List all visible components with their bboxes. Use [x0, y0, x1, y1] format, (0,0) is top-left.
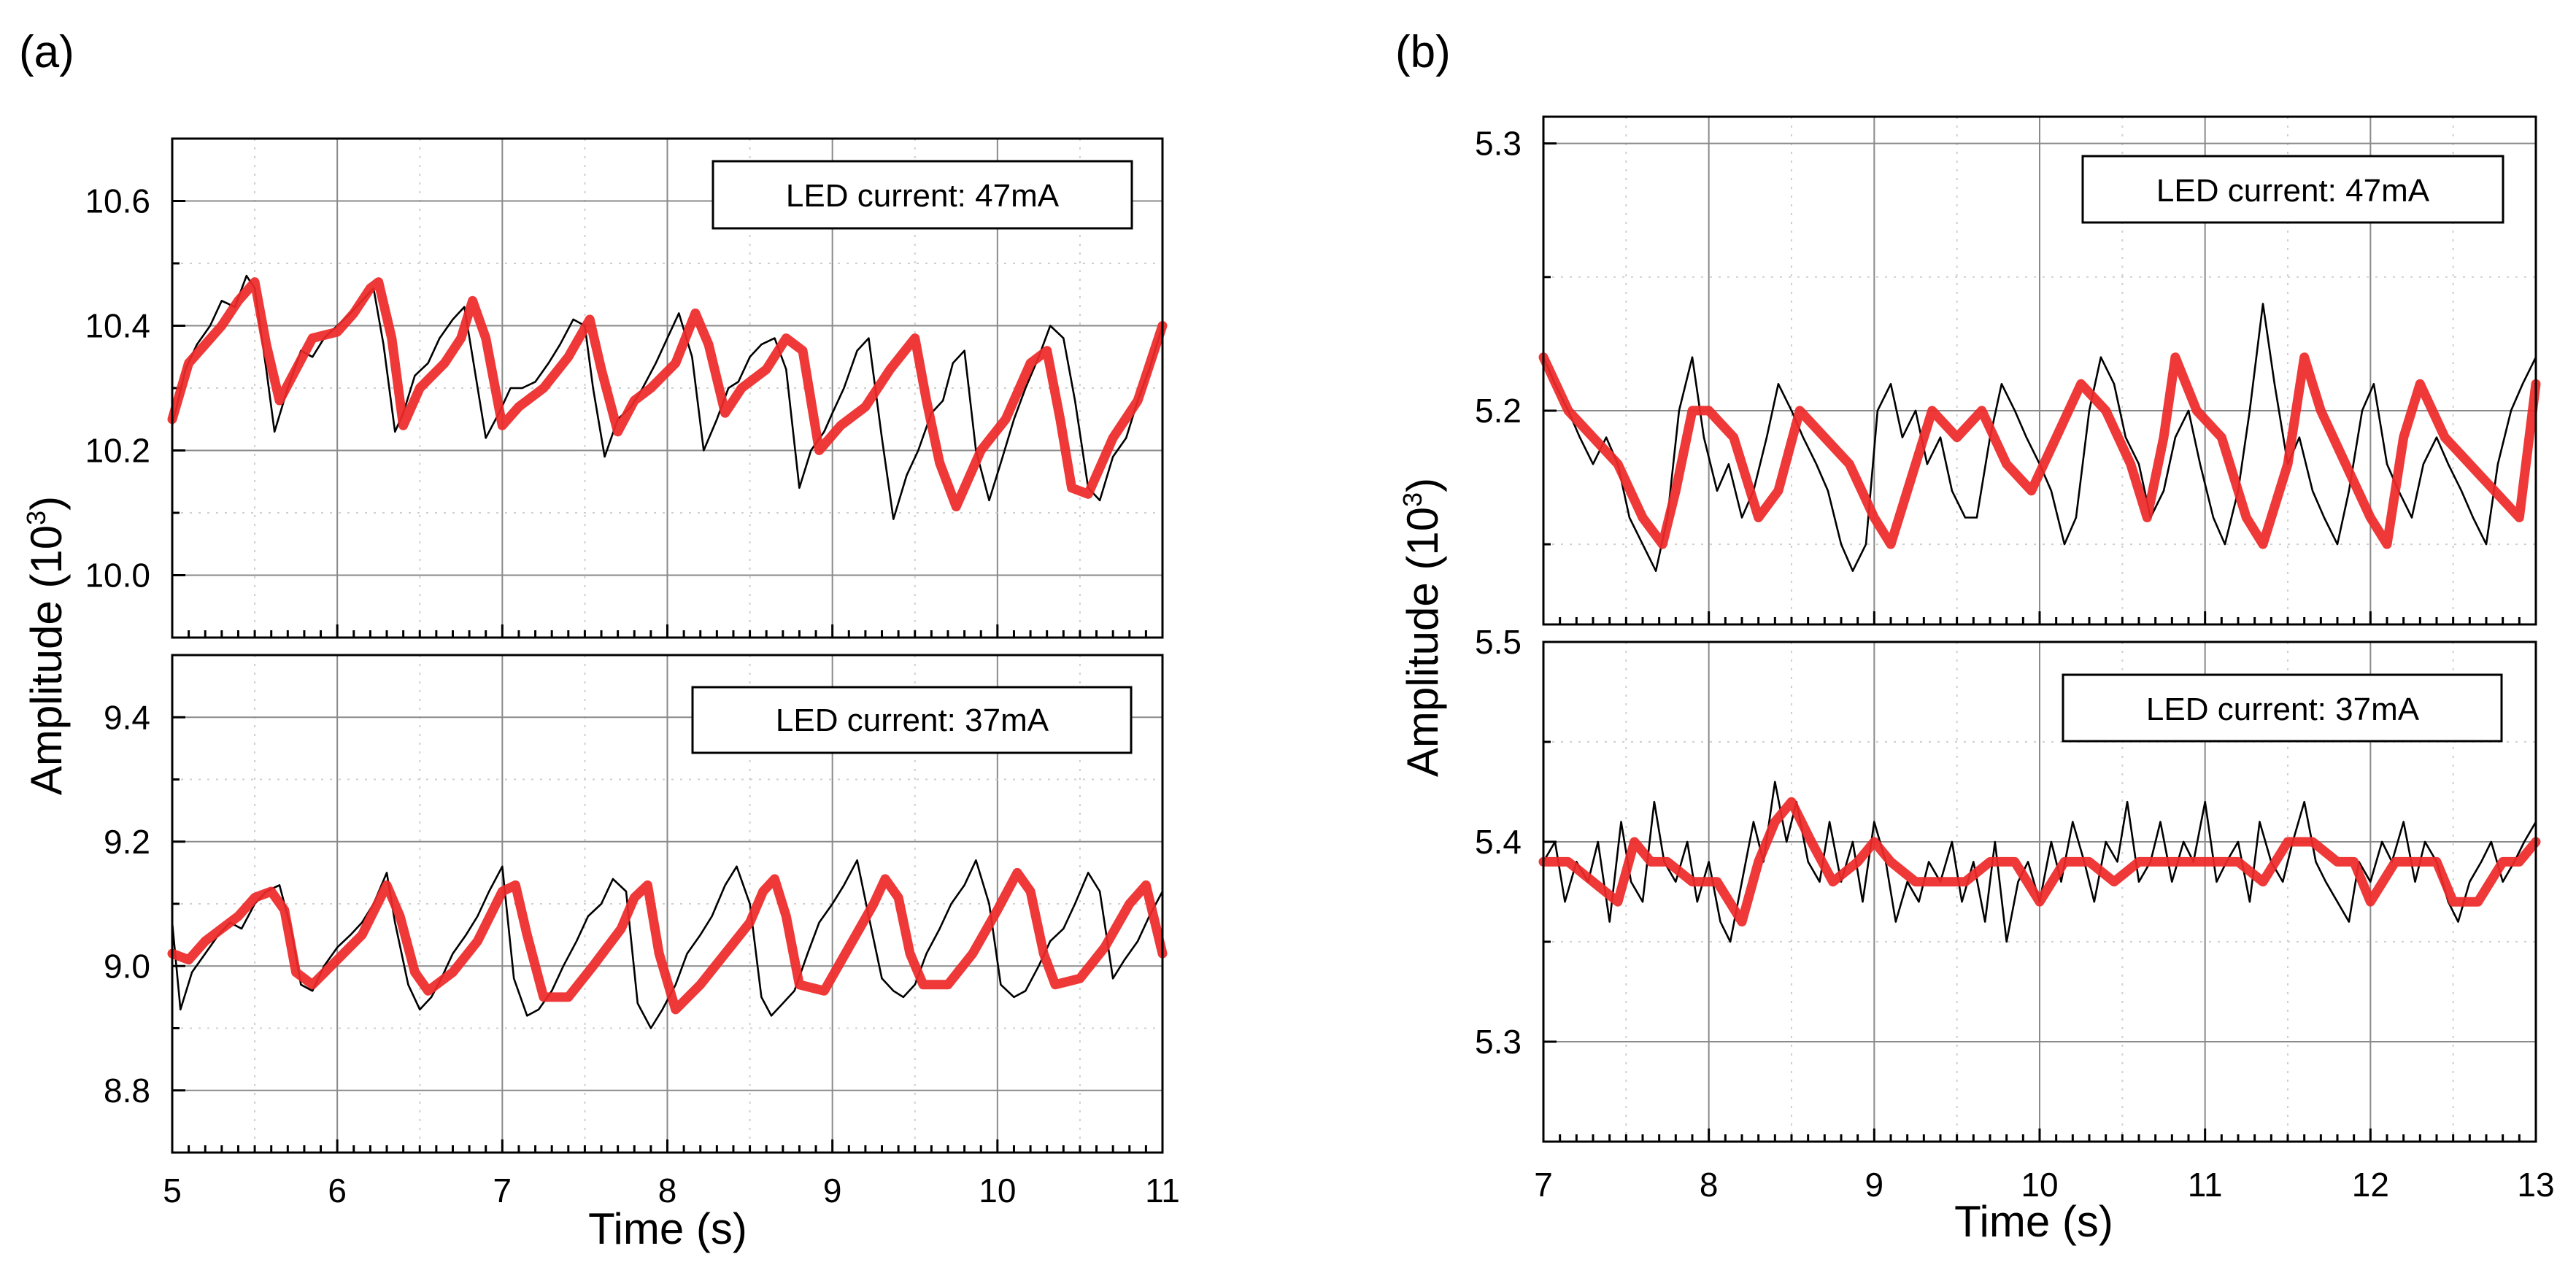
plot-a-top-fit-series: [167, 277, 1168, 511]
xtick-label: 8: [658, 1172, 677, 1209]
panel-b: (b) LED current: 47mA 5.2 5.3 LED current…: [1395, 27, 2555, 1246]
plot-a-bottom-ticks: [171, 716, 1164, 1153]
plot-a-top: LED current: 47mA 10.0 10.2 10.4 10.6: [85, 137, 1168, 639]
plot-b-bottom-ytick-labels: 5.3 5.4 5.5: [1475, 623, 1522, 1061]
panel-b-label: (b): [1395, 27, 1451, 77]
xtick-label: 10: [979, 1172, 1016, 1209]
plot-b-bottom-grid: [1543, 642, 2536, 1142]
xtick-label: 6: [328, 1172, 347, 1209]
ytick-label: 10.6: [85, 182, 150, 220]
panel-a-ylabel-sup: 3: [21, 511, 51, 525]
ytick-label: 10.4: [85, 307, 150, 345]
xtick-label: 5: [163, 1172, 182, 1209]
ytick-label: 5.4: [1475, 823, 1522, 861]
plot-b-top-annotation: LED current: 47mA: [2156, 173, 2430, 209]
xtick-label: 11: [1145, 1172, 1180, 1209]
ytick-label: 10.2: [85, 432, 150, 470]
plot-a-top-annotation-box: [712, 160, 1133, 230]
plot-a-top-ticks: [171, 200, 1164, 638]
plot-a-bottom-ytick-labels: 8.8 9.0 9.2 9.4: [104, 698, 150, 1110]
plot-a-bottom-frame: [171, 654, 1164, 1154]
xtick-label: 9: [1865, 1166, 1884, 1204]
plot-b-top-fit-series: [1538, 352, 2541, 549]
plot-a-bottom: LED current: 37mA 8.8 9.0 9.2 9.4: [104, 654, 1168, 1154]
plot-a-top-frame: [171, 137, 1164, 639]
plot-b-top-frame: [1542, 115, 2537, 626]
panel-b-ylabel-sup: 3: [1397, 492, 1427, 507]
plot-b-bottom: LED current: 37mA 5.3 5.4 5.5: [1475, 623, 2541, 1143]
plot-b-bottom-fit-series: [1538, 797, 2541, 927]
panel-a-ylabel-main: Amplitude (10: [22, 525, 71, 795]
xtick-label: 7: [1534, 1166, 1553, 1204]
panel-b-ylabel: Amplitude (103): [1397, 478, 1447, 777]
panel-b-ylabel-close: ): [1398, 478, 1447, 492]
plot-a-bottom-fit-series: [167, 867, 1168, 1015]
ytick-label: 9.4: [104, 698, 150, 736]
plot-b-bottom-annotation-box: [2062, 673, 2503, 743]
ytick-label: 5.2: [1475, 392, 1522, 430]
plot-a-top-annotation: LED current: 47mA: [786, 178, 1060, 214]
xtick-label: 9: [823, 1172, 842, 1209]
ytick-label: 5.3: [1475, 1023, 1522, 1061]
ytick-label: 8.8: [104, 1072, 150, 1110]
panel-a-xtick-labels: 5 6 7 8 9 10 11: [163, 1172, 1180, 1209]
panel-a-ylabel: Amplitude (103): [21, 496, 71, 795]
plot-b-top-ytick-labels: 5.2 5.3: [1475, 125, 1522, 430]
plot-b-bottom-annotation: LED current: 37mA: [2146, 692, 2420, 727]
plot-a-bottom-annotation-box: [691, 686, 1133, 754]
plot-a-bottom-raw-series: [171, 859, 1164, 1029]
plot-a-bottom-annotation: LED current: 37mA: [776, 702, 1049, 738]
panel-a-ylabel-close: ): [22, 496, 71, 511]
panel-b-xtick-labels: 7 8 9 10 11 12 13: [1534, 1166, 2554, 1204]
panel-b-xlabel: Time (s): [1954, 1197, 2113, 1246]
xtick-label: 11: [2188, 1166, 2223, 1204]
ytick-label: 9.0: [104, 947, 150, 985]
plot-b-bottom-ticks: [1542, 740, 2537, 1142]
xtick-label: 12: [2352, 1166, 2389, 1204]
panel-a-label: (a): [19, 27, 74, 77]
xtick-label: 10: [2021, 1166, 2058, 1204]
plot-b-top-annotation-box: [2081, 155, 2504, 224]
plot-b-top-ticks: [1542, 142, 2537, 624]
xtick-label: 7: [493, 1172, 512, 1209]
plot-b-bottom-frame: [1542, 640, 2537, 1143]
xtick-label: 13: [2517, 1166, 2554, 1204]
plot-b-top: LED current: 47mA 5.2 5.3: [1475, 115, 2541, 626]
ytick-label: 9.2: [104, 823, 150, 861]
panel-b-ylabel-main: Amplitude (10: [1398, 507, 1447, 777]
ytick-label: 5.3: [1475, 125, 1522, 163]
ytick-label: 10.0: [85, 557, 150, 595]
panel-a: (a) LED current: 47mA 10.0 10.2 10.4 10.6 L…: [19, 27, 1180, 1253]
ytick-label: 5.5: [1475, 623, 1522, 661]
panel-a-xlabel: Time (s): [588, 1204, 747, 1253]
xtick-label: 8: [1700, 1166, 1719, 1204]
plot-a-top-ytick-labels: 10.0 10.2 10.4 10.6: [85, 182, 150, 595]
